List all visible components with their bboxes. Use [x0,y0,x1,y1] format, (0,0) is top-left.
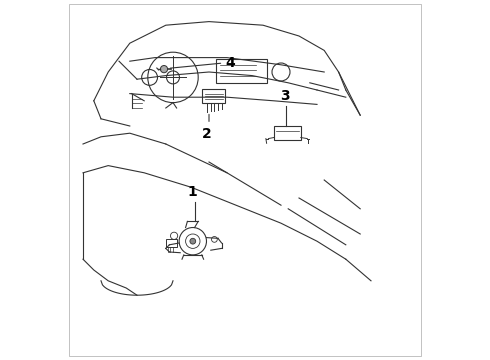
Text: 4: 4 [225,56,235,70]
Bar [216,59,267,83]
Text: 2: 2 [202,127,212,141]
Circle shape [190,238,196,244]
Bar [166,239,176,247]
Circle shape [160,66,168,73]
Bar [202,89,225,103]
Text: 3: 3 [280,89,290,103]
Bar [274,126,301,140]
Text: 1: 1 [188,185,197,199]
